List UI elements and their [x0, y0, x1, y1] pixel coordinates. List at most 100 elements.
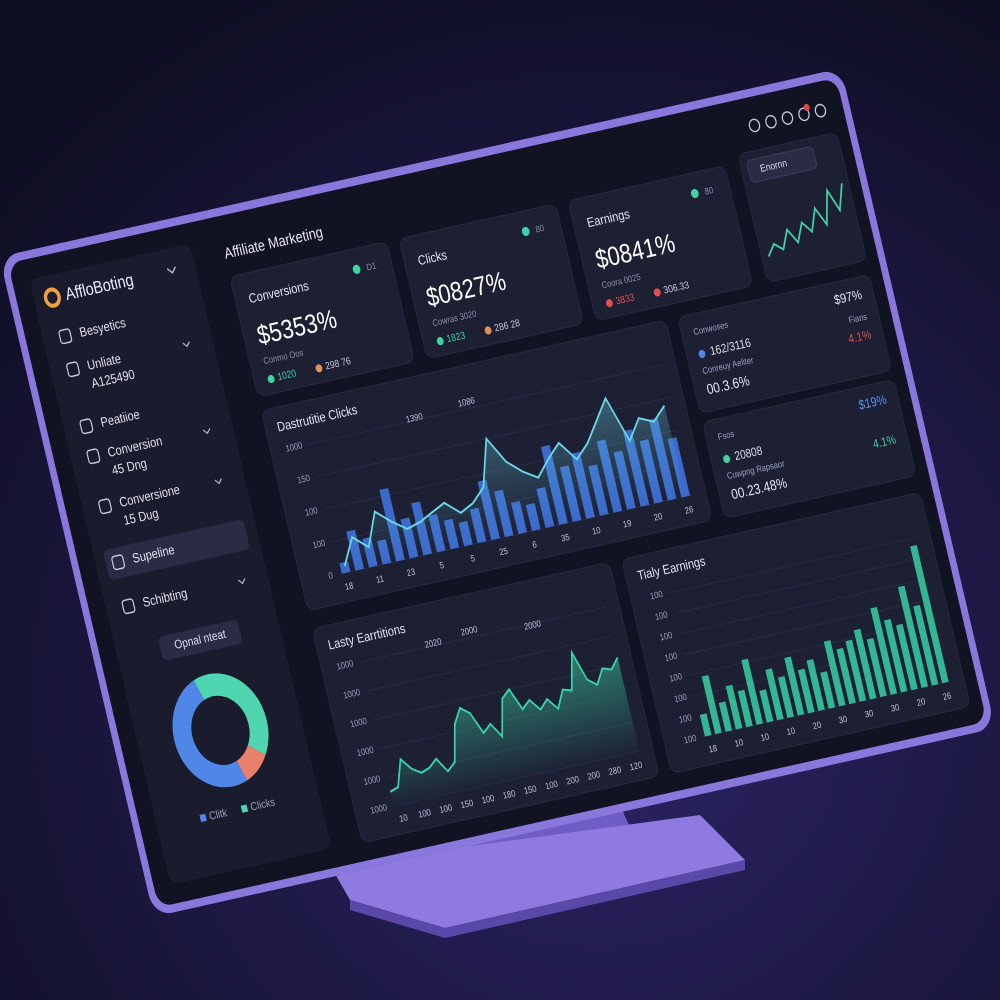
- bar: [913, 604, 939, 686]
- grid-line: [683, 598, 932, 655]
- bar: [910, 544, 949, 684]
- header-button[interactable]: [746, 146, 817, 183]
- nav-icon[interactable]: [86, 448, 101, 465]
- y-tick-label: 100: [673, 691, 688, 704]
- grid-line: [674, 557, 922, 614]
- x-tick-label: 100: [544, 778, 559, 791]
- legend-swatch: [199, 813, 207, 823]
- toolbar-icon[interactable]: [781, 111, 794, 125]
- bar: [777, 676, 794, 718]
- kpi-foot: 3833: [614, 291, 635, 307]
- stat-card: [703, 380, 915, 518]
- x-tick-label: 150: [523, 783, 538, 796]
- kpi-dot: [436, 337, 444, 346]
- grid-line: [688, 619, 937, 676]
- bar: [765, 668, 784, 721]
- kpi-card: [569, 166, 752, 320]
- bar: [699, 713, 712, 737]
- x-tick-label: 30: [838, 713, 849, 726]
- x-tick-label: 10: [733, 736, 744, 749]
- x-tick-label: 100: [481, 792, 496, 805]
- kpi-foot: 1020: [276, 367, 297, 383]
- grid-line: [678, 578, 927, 635]
- x-tick-label: 200: [586, 769, 601, 782]
- nav-sub[interactable]: 15 Dug: [122, 505, 160, 528]
- stand-base: [330, 815, 745, 928]
- y-tick-label: 1000: [284, 440, 303, 454]
- brand-logo: [43, 287, 61, 308]
- y-tick-label: 100: [304, 505, 319, 518]
- nav-item-active[interactable]: [103, 519, 250, 580]
- donut-slice: [193, 673, 269, 755]
- y-tick-label: 150: [296, 472, 311, 485]
- x-tick-label: 25: [498, 545, 509, 558]
- stat-value: $97%: [833, 287, 864, 308]
- x-tick-label: 23: [405, 566, 416, 579]
- stat-label: Fsos: [717, 428, 736, 442]
- donut-slice: [236, 744, 266, 781]
- toolbar-icon[interactable]: [748, 118, 761, 133]
- kpi-card: [400, 204, 583, 358]
- grid-line: [702, 680, 951, 738]
- annotation: 2000: [523, 618, 542, 632]
- monitor: AffloBotingBesyeticsUnliateA125490Peatii…: [3, 71, 991, 914]
- legend-label: Clitk: [208, 807, 229, 823]
- kpi-dot: [653, 288, 661, 297]
- x-tick-label: 30: [890, 701, 901, 714]
- nav-button[interactable]: [158, 619, 243, 661]
- x-tick-label: 200: [565, 773, 580, 786]
- annotation: 1086: [457, 395, 476, 409]
- nav-icon[interactable]: [79, 418, 94, 435]
- kpi-card: [231, 242, 414, 396]
- grid-line: [359, 606, 606, 663]
- x-tick-label: 100: [417, 806, 432, 819]
- toolbar-icon[interactable]: [765, 114, 778, 129]
- x-tick-label: 10: [785, 725, 796, 738]
- nav-icon[interactable]: [121, 598, 136, 615]
- grid-line: [366, 635, 613, 692]
- y-tick-label: 100: [654, 609, 669, 622]
- bar: [725, 684, 743, 730]
- y-tick-label: 1000: [349, 715, 368, 729]
- bar: [883, 619, 908, 693]
- toolbar-icon[interactable]: [814, 103, 827, 118]
- y-tick-label: 100: [649, 588, 664, 601]
- header-button-label[interactable]: Enornn: [759, 156, 788, 174]
- x-tick-label: 18: [707, 742, 718, 755]
- donut-slice: [172, 680, 248, 788]
- stat-dot: [723, 454, 731, 464]
- kpi-dot: [484, 326, 492, 335]
- nav-sub[interactable]: 45 Dng: [110, 455, 148, 478]
- nav-icon[interactable]: [66, 361, 80, 378]
- x-tick-label: 20: [811, 719, 822, 732]
- x-tick-label: 35: [560, 531, 571, 544]
- stat-card: [679, 275, 891, 413]
- bar: [741, 658, 764, 725]
- kpi-badge-dot: [521, 226, 530, 237]
- x-tick-label: 20: [653, 510, 664, 523]
- nav-icon[interactable]: [98, 498, 112, 515]
- bar: [895, 623, 918, 691]
- nav-icon[interactable]: [58, 328, 73, 345]
- kpi-foot: 286 28: [493, 316, 521, 333]
- toolbar-icon[interactable]: [798, 107, 811, 122]
- bar: [806, 659, 825, 712]
- y-tick-label: 100: [311, 537, 326, 550]
- x-tick-label: 280: [607, 764, 622, 777]
- annotation: 2020: [424, 636, 443, 650]
- kpi-badge-dot: [352, 264, 361, 274]
- grid-line: [308, 364, 663, 445]
- y-tick-label: 1000: [342, 686, 361, 700]
- annotation: 2000: [460, 623, 479, 637]
- bar: [853, 628, 877, 700]
- nav-chevron: [182, 341, 190, 348]
- y-tick-label: 100: [668, 670, 683, 683]
- bar: [701, 675, 722, 735]
- nav-chevron: [202, 428, 211, 435]
- nav-label[interactable]: Unliate: [86, 351, 123, 373]
- x-tick-label: 6: [531, 539, 538, 551]
- nav-chevron: [237, 578, 246, 585]
- nav-icon[interactable]: [111, 554, 126, 571]
- kpi-badge: D1: [365, 260, 377, 273]
